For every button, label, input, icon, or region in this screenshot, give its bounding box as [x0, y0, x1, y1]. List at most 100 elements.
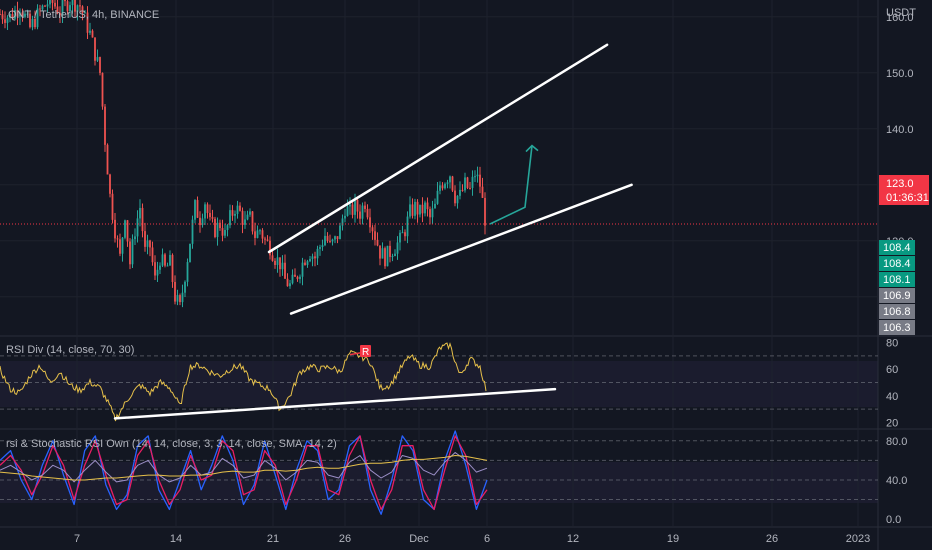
candle-body	[319, 247, 321, 249]
candle-body	[84, 12, 86, 14]
candle-body	[174, 281, 176, 302]
candle-body	[91, 30, 94, 38]
stoch-series-line	[0, 452, 488, 483]
candle-body	[481, 186, 484, 198]
rsi-tick-label: 60	[886, 364, 898, 376]
candle-body	[251, 211, 254, 232]
candle-body	[29, 13, 31, 28]
candle-body	[394, 253, 396, 257]
candle-body	[199, 217, 201, 226]
candle-body	[336, 236, 339, 240]
candle-body	[186, 262, 189, 282]
candle-body	[151, 247, 154, 263]
candle-body	[289, 283, 291, 287]
grid-layer	[0, 0, 878, 527]
candle-body	[176, 295, 179, 302]
candle-body	[69, 5, 71, 12]
rsi-indicator-title[interactable]: RSI Div (14, close, 70, 30)	[6, 344, 134, 356]
candle-body	[194, 200, 196, 220]
candle-body	[316, 248, 319, 259]
candle-body	[344, 215, 346, 219]
candle-body	[239, 205, 241, 211]
candle-body	[311, 256, 314, 259]
x-tick-label: 26	[766, 533, 778, 545]
x-tick-label: Dec	[409, 533, 429, 545]
candle-body	[226, 225, 229, 230]
candle-body	[74, 0, 76, 12]
candle-body	[59, 13, 61, 16]
candle-body	[261, 230, 264, 239]
scale-tag-bg	[879, 256, 915, 271]
candle-body	[246, 214, 249, 220]
candle-body	[376, 239, 379, 246]
candle-body	[64, 0, 66, 2]
candle-body	[86, 12, 89, 33]
candle-body	[81, 6, 84, 14]
candle-body	[116, 238, 119, 240]
candle-body	[396, 242, 399, 254]
candle-body	[96, 57, 99, 61]
rsi-tick-label: 40	[886, 391, 898, 403]
candle-body	[259, 230, 261, 232]
candle-body	[329, 240, 331, 242]
candle-body	[476, 174, 479, 177]
candle-body	[351, 204, 354, 215]
projection-arrow-head	[525, 144, 539, 153]
candle-body	[264, 238, 266, 240]
candle-body	[436, 190, 439, 204]
price-tick-label: 140.0	[886, 124, 914, 136]
candle-body	[139, 207, 141, 219]
candle-body	[154, 262, 156, 276]
candle-body	[34, 18, 36, 28]
candle-body	[441, 185, 444, 189]
stoch-indicator-title[interactable]: rsi & Stochastic RSI Own (14, 14, close,…	[6, 438, 337, 450]
x-tick-label: 2023	[846, 533, 870, 545]
candle-body	[431, 208, 434, 218]
candle-body	[366, 208, 369, 218]
candle-body	[161, 254, 164, 266]
candle-body	[31, 18, 34, 28]
candle-body	[49, 0, 51, 5]
candle-body	[406, 216, 409, 237]
stoch-tick-label: 0.0	[886, 514, 901, 526]
candle-body	[26, 13, 29, 15]
channel-lower-line[interactable]	[289, 183, 633, 315]
candle-body	[309, 258, 311, 262]
candle-body	[221, 228, 224, 236]
symbol-title: QNT / TetherUS, 4h, BINANCE	[8, 9, 159, 21]
divergence-marker: R	[360, 345, 371, 358]
candle-body	[294, 274, 296, 277]
candle-body	[211, 217, 214, 219]
candle-body	[469, 187, 471, 189]
candle-body	[416, 201, 419, 215]
candle-body	[229, 210, 231, 226]
projection-arrow[interactable]	[489, 145, 533, 225]
candle-body	[101, 72, 104, 107]
candle-body	[66, 1, 69, 12]
candle-body	[0, 14, 1, 15]
candle-body	[134, 236, 136, 240]
candle-body	[459, 189, 461, 196]
candle-body	[149, 240, 151, 248]
candle-body	[409, 204, 411, 217]
candle-body	[399, 232, 401, 243]
candle-body	[94, 37, 96, 61]
candle-body	[384, 248, 386, 267]
candle-body	[121, 237, 124, 254]
candle-body	[209, 212, 211, 218]
channel-upper-line[interactable]	[267, 43, 609, 254]
candle-body	[324, 235, 326, 246]
candle-body	[89, 30, 91, 33]
candle-body	[179, 295, 181, 303]
rsi-divergence-trendline[interactable]	[113, 387, 557, 420]
candle-body	[424, 202, 426, 214]
candle-body	[321, 245, 324, 248]
candle-body	[359, 211, 361, 219]
stoch-tick-label: 40.0	[886, 475, 907, 487]
candle-body	[464, 177, 466, 191]
candle-body	[9, 13, 11, 18]
divergence-marker-bg	[360, 345, 371, 357]
stoch-series-line	[0, 455, 488, 481]
candle-body	[364, 205, 366, 209]
candle-body	[171, 254, 174, 282]
